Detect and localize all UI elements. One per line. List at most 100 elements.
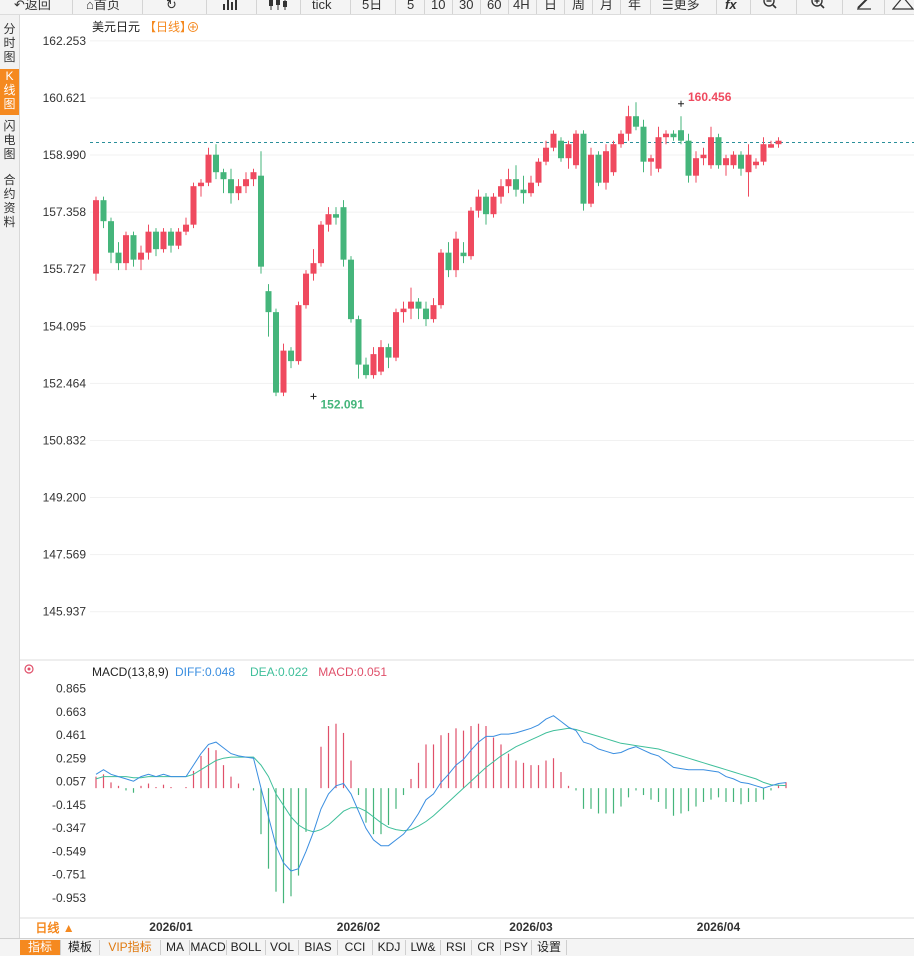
candle[interactable]: [108, 217, 114, 264]
indicator-tab[interactable]: PSY: [501, 940, 532, 955]
candle[interactable]: [618, 130, 624, 148]
candle[interactable]: [130, 231, 137, 267]
candle[interactable]: [190, 182, 197, 229]
candle[interactable]: [123, 231, 129, 271]
candle[interactable]: [520, 175, 527, 204]
indicator-tab[interactable]: VIP指标: [100, 940, 161, 955]
candle[interactable]: [273, 308, 279, 397]
tab-contract-info[interactable]: 合约资料: [3, 173, 16, 229]
candle[interactable]: [490, 193, 497, 218]
candle[interactable]: [588, 147, 594, 208]
candle[interactable]: [700, 147, 707, 166]
candle[interactable]: [663, 130, 669, 145]
candle[interactable]: [250, 168, 257, 187]
add-indicator-icon[interactable]: [188, 22, 198, 32]
candle[interactable]: [513, 165, 519, 197]
period-year-button[interactable]: 年: [628, 0, 642, 12]
candle[interactable]: [258, 151, 264, 274]
candle[interactable]: [415, 298, 422, 320]
candle[interactable]: [393, 308, 399, 362]
period-week-button[interactable]: 周: [572, 0, 586, 12]
indicator-tab[interactable]: CCI: [338, 940, 373, 955]
candle[interactable]: [693, 151, 699, 183]
candle[interactable]: [423, 301, 429, 327]
candle[interactable]: [670, 130, 677, 141]
period-30-button[interactable]: 30: [459, 0, 474, 12]
candle[interactable]: [468, 207, 474, 260]
refresh-button[interactable]: ↻: [166, 0, 177, 14]
candlestick-series[interactable]: [93, 102, 782, 397]
candle[interactable]: [175, 228, 182, 250]
candle[interactable]: [325, 207, 332, 232]
candle[interactable]: [138, 245, 144, 271]
candle[interactable]: [295, 301, 302, 365]
candle[interactable]: [100, 196, 107, 229]
candle[interactable]: [438, 249, 444, 309]
candle[interactable]: [318, 221, 324, 267]
indicator-tab[interactable]: CR: [472, 940, 501, 955]
candle[interactable]: [430, 298, 437, 323]
candle[interactable]: [400, 301, 407, 323]
candle[interactable]: [753, 158, 759, 169]
candle[interactable]: [498, 179, 504, 204]
candle[interactable]: [213, 144, 219, 180]
candle[interactable]: [288, 347, 294, 369]
candle[interactable]: [543, 140, 549, 166]
candle[interactable]: [775, 137, 782, 148]
candle[interactable]: [678, 116, 684, 145]
candle[interactable]: [603, 144, 609, 190]
draw-tool-button[interactable]: [856, 0, 872, 14]
candle[interactable]: [348, 256, 354, 323]
candle[interactable]: [160, 228, 167, 253]
period-5-button[interactable]: 5: [407, 0, 415, 12]
period-month-button[interactable]: 月: [600, 0, 614, 12]
candle[interactable]: [228, 168, 234, 204]
candle[interactable]: [378, 340, 384, 376]
candle[interactable]: [205, 147, 212, 187]
candle[interactable]: [708, 126, 714, 169]
period-selector[interactable]: 日线 ▲: [20, 920, 90, 937]
candle[interactable]: [723, 154, 729, 176]
candle[interactable]: [310, 249, 317, 281]
candle[interactable]: [355, 315, 362, 379]
indicator-tab[interactable]: MA: [161, 940, 190, 955]
indicator-tab[interactable]: BOLL: [227, 940, 266, 955]
period-5d-button[interactable]: 5日: [362, 0, 383, 12]
candle[interactable]: [340, 200, 347, 267]
period-60-button[interactable]: 60: [487, 0, 502, 12]
more-button[interactable]: ☰更多: [662, 0, 700, 14]
home-button[interactable]: ⌂首页: [86, 0, 120, 14]
candle[interactable]: [505, 168, 512, 194]
candle[interactable]: [145, 224, 152, 260]
candle[interactable]: [445, 242, 452, 278]
candle[interactable]: [535, 158, 542, 187]
tab-flash-chart[interactable]: 闪电图: [3, 119, 16, 161]
candle[interactable]: [115, 242, 122, 271]
candle[interactable]: [183, 217, 189, 236]
candle[interactable]: [385, 343, 392, 369]
indicator-tab[interactable]: LW&: [406, 940, 441, 955]
formula-button[interactable]: fx: [725, 0, 737, 14]
candle[interactable]: [93, 196, 99, 281]
candle[interactable]: [648, 154, 654, 176]
candle[interactable]: [715, 133, 722, 169]
zoom-out-button[interactable]: [762, 0, 778, 14]
indicator-tab[interactable]: KDJ: [373, 940, 406, 955]
indicator-tab[interactable]: MACD: [190, 940, 227, 955]
candle[interactable]: [265, 284, 272, 337]
candle[interactable]: [198, 179, 204, 197]
candle[interactable]: [235, 179, 242, 201]
candle[interactable]: [168, 228, 174, 253]
candle[interactable]: [745, 144, 752, 197]
candle[interactable]: [640, 119, 647, 173]
indicator-tab[interactable]: 设置: [532, 940, 567, 955]
candle[interactable]: [280, 343, 287, 397]
candle[interactable]: [453, 231, 459, 278]
tab-time-sharing-chart[interactable]: 分时图: [3, 22, 16, 64]
candle[interactable]: [595, 151, 602, 187]
candle[interactable]: [685, 133, 692, 183]
candle[interactable]: [220, 168, 227, 194]
candle[interactable]: [475, 189, 482, 218]
candle-chart-button[interactable]: [268, 0, 290, 14]
